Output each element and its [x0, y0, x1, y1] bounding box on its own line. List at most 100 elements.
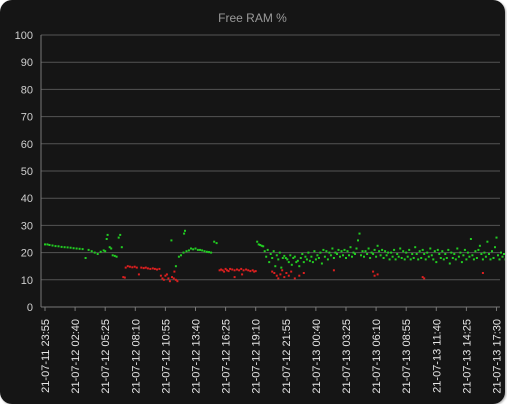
data-point-red	[165, 273, 168, 276]
data-point-green	[106, 233, 109, 236]
data-point-green	[102, 249, 105, 252]
data-point-red	[223, 270, 226, 273]
data-point-green	[454, 258, 457, 261]
data-point-green	[275, 254, 278, 257]
data-point-green	[375, 255, 378, 258]
data-point-green	[475, 257, 478, 259]
data-point-green	[504, 258, 505, 261]
data-point-green	[472, 258, 475, 261]
data-point-green	[66, 246, 69, 249]
data-point-green	[182, 251, 185, 254]
data-point-red	[421, 276, 424, 279]
data-point-green	[277, 258, 280, 261]
data-point-green	[436, 248, 439, 251]
x-tick-label: 21-07-11 23:55	[40, 319, 52, 393]
data-point-green	[391, 255, 394, 258]
data-point-green	[423, 253, 426, 255]
data-point-green	[438, 253, 441, 255]
data-point-green	[355, 247, 358, 250]
data-point-green	[488, 253, 490, 255]
data-point-green	[192, 248, 195, 251]
data-point-green	[301, 253, 304, 255]
data-point-red	[159, 274, 162, 277]
data-point-green	[115, 255, 118, 258]
data-point-green	[339, 255, 341, 258]
y-tick-label: 40	[21, 193, 33, 205]
y-tick-label: 30	[21, 220, 33, 232]
data-point-red	[218, 269, 221, 272]
x-tick-label: 21-07-13 08:55	[401, 319, 413, 394]
data-point-green	[394, 258, 397, 261]
data-point-green	[111, 254, 114, 257]
data-point-green	[403, 258, 406, 261]
data-point-green	[435, 261, 438, 264]
data-point-green	[424, 258, 427, 261]
data-point-green	[322, 248, 325, 251]
data-point-green	[354, 253, 356, 255]
data-point-green	[385, 254, 388, 257]
data-point-green	[257, 243, 260, 246]
data-point-red	[423, 277, 426, 280]
data-point-red	[131, 266, 134, 269]
data-point-green	[466, 251, 469, 254]
data-point-green	[483, 251, 486, 254]
y-tick-label: 50	[21, 166, 33, 178]
data-point-green	[406, 255, 409, 258]
data-point-green	[441, 250, 444, 253]
data-point-green	[87, 248, 90, 251]
data-point-green	[268, 261, 271, 264]
data-point-green	[417, 258, 420, 261]
data-point-green	[194, 247, 197, 250]
data-point-red	[287, 274, 290, 277]
data-point-red	[162, 278, 165, 281]
data-point-green	[378, 250, 381, 253]
data-point-red	[290, 270, 293, 273]
data-point-green	[491, 250, 493, 253]
data-point-red	[281, 269, 284, 272]
data-point-green	[78, 247, 81, 250]
data-point-green	[456, 247, 459, 250]
data-point-green	[453, 253, 456, 255]
data-point-green	[299, 257, 302, 259]
data-point-green	[393, 248, 396, 251]
data-point-green	[468, 255, 471, 258]
data-point-red	[279, 273, 282, 276]
x-tick-label: 21-07-12 21:55	[281, 319, 293, 394]
data-point-red	[128, 265, 131, 268]
data-point-green	[278, 251, 281, 254]
data-point-green	[469, 238, 472, 240]
data-point-green	[503, 253, 505, 255]
data-point-red	[302, 272, 305, 274]
data-point-green	[274, 265, 277, 268]
data-point-green	[397, 255, 400, 258]
data-point-green	[305, 258, 308, 261]
x-tick-label: 21-07-12 13:40	[190, 319, 202, 394]
data-point-green	[287, 261, 290, 264]
data-point-red	[173, 270, 176, 273]
y-tick-label: 80	[21, 84, 33, 96]
data-point-red	[171, 276, 173, 279]
data-point-red	[161, 277, 164, 280]
x-tick-label: 21-07-12 10:55	[160, 319, 172, 394]
data-point-green	[286, 258, 289, 261]
data-point-green	[177, 255, 180, 258]
data-point-green	[272, 250, 275, 253]
data-point-red	[142, 267, 145, 270]
data-point-green	[265, 255, 268, 258]
data-point-green	[420, 257, 423, 259]
data-point-green	[396, 253, 399, 255]
data-point-green	[110, 247, 113, 250]
data-point-green	[310, 255, 313, 258]
data-point-green	[352, 251, 355, 254]
data-point-red	[123, 276, 126, 279]
data-point-green	[104, 250, 107, 253]
data-point-green	[390, 251, 393, 254]
data-point-green	[444, 253, 447, 255]
data-point-red	[332, 269, 335, 272]
data-point-green	[331, 247, 334, 250]
data-point-green	[484, 255, 487, 258]
data-point-red	[254, 270, 257, 273]
data-point-green	[260, 244, 263, 247]
